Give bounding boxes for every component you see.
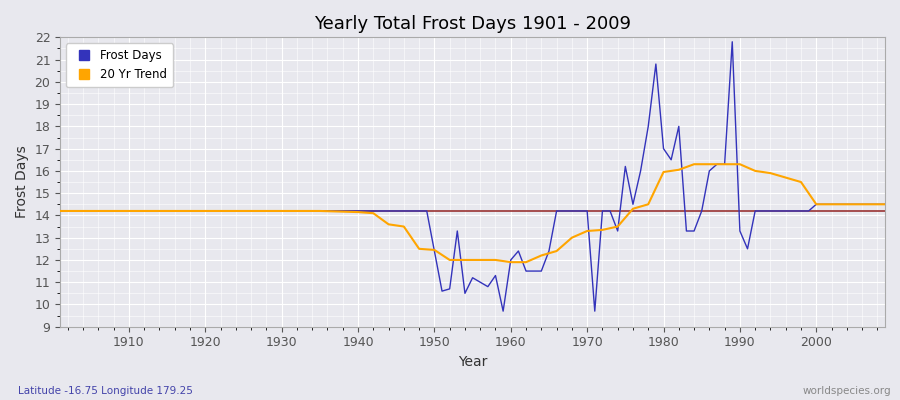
20 Yr Trend: [399, 224, 410, 229]
20 Yr Trend: [123, 208, 134, 213]
20 Yr Trend: [673, 167, 684, 172]
20 Yr Trend: [314, 208, 325, 213]
Frost Days: [116, 208, 127, 213]
20 Yr Trend: [811, 202, 822, 207]
20 Yr Trend: [383, 222, 394, 227]
20 Yr Trend: [276, 208, 287, 213]
20 Yr Trend: [780, 175, 791, 180]
20 Yr Trend: [627, 206, 638, 211]
20 Yr Trend: [506, 260, 517, 264]
20 Yr Trend: [520, 260, 531, 264]
X-axis label: Year: Year: [458, 355, 487, 369]
20 Yr Trend: [765, 171, 776, 176]
20 Yr Trend: [200, 208, 211, 213]
20 Yr Trend: [491, 258, 501, 262]
20 Yr Trend: [353, 210, 364, 214]
20 Yr Trend: [750, 168, 760, 173]
Frost Days: [513, 249, 524, 254]
20 Yr Trend: [162, 208, 173, 213]
20 Yr Trend: [475, 258, 486, 262]
20 Yr Trend: [566, 235, 577, 240]
Y-axis label: Frost Days: Frost Days: [15, 146, 29, 218]
Frost Days: [55, 208, 66, 213]
Title: Yearly Total Frost Days 1901 - 2009: Yearly Total Frost Days 1901 - 2009: [314, 15, 631, 33]
20 Yr Trend: [597, 228, 608, 232]
20 Yr Trend: [368, 211, 379, 216]
20 Yr Trend: [55, 208, 66, 213]
20 Yr Trend: [719, 162, 730, 167]
Frost Days: [498, 309, 508, 314]
20 Yr Trend: [238, 208, 249, 213]
20 Yr Trend: [445, 258, 455, 262]
20 Yr Trend: [734, 162, 745, 167]
20 Yr Trend: [551, 249, 562, 254]
20 Yr Trend: [536, 253, 546, 258]
20 Yr Trend: [658, 170, 669, 174]
Line: Frost Days: Frost Days: [60, 42, 885, 311]
Frost Days: [879, 202, 890, 207]
20 Yr Trend: [849, 202, 859, 207]
Frost Days: [605, 208, 616, 213]
Text: worldspecies.org: worldspecies.org: [803, 386, 891, 396]
20 Yr Trend: [879, 202, 890, 207]
Frost Days: [284, 208, 294, 213]
20 Yr Trend: [826, 202, 837, 207]
20 Yr Trend: [414, 246, 425, 251]
20 Yr Trend: [643, 202, 653, 207]
Frost Days: [329, 208, 340, 213]
Text: Latitude -16.75 Longitude 179.25: Latitude -16.75 Longitude 179.25: [18, 386, 193, 396]
20 Yr Trend: [86, 208, 96, 213]
Frost Days: [506, 258, 517, 262]
20 Yr Trend: [581, 229, 592, 234]
20 Yr Trend: [688, 162, 699, 167]
Frost Days: [727, 39, 738, 44]
20 Yr Trend: [796, 180, 806, 184]
20 Yr Trend: [612, 224, 623, 229]
20 Yr Trend: [460, 258, 471, 262]
Line: 20 Yr Trend: 20 Yr Trend: [60, 164, 885, 262]
20 Yr Trend: [704, 162, 715, 167]
20 Yr Trend: [429, 248, 440, 252]
Legend: Frost Days, 20 Yr Trend: Frost Days, 20 Yr Trend: [66, 43, 173, 87]
